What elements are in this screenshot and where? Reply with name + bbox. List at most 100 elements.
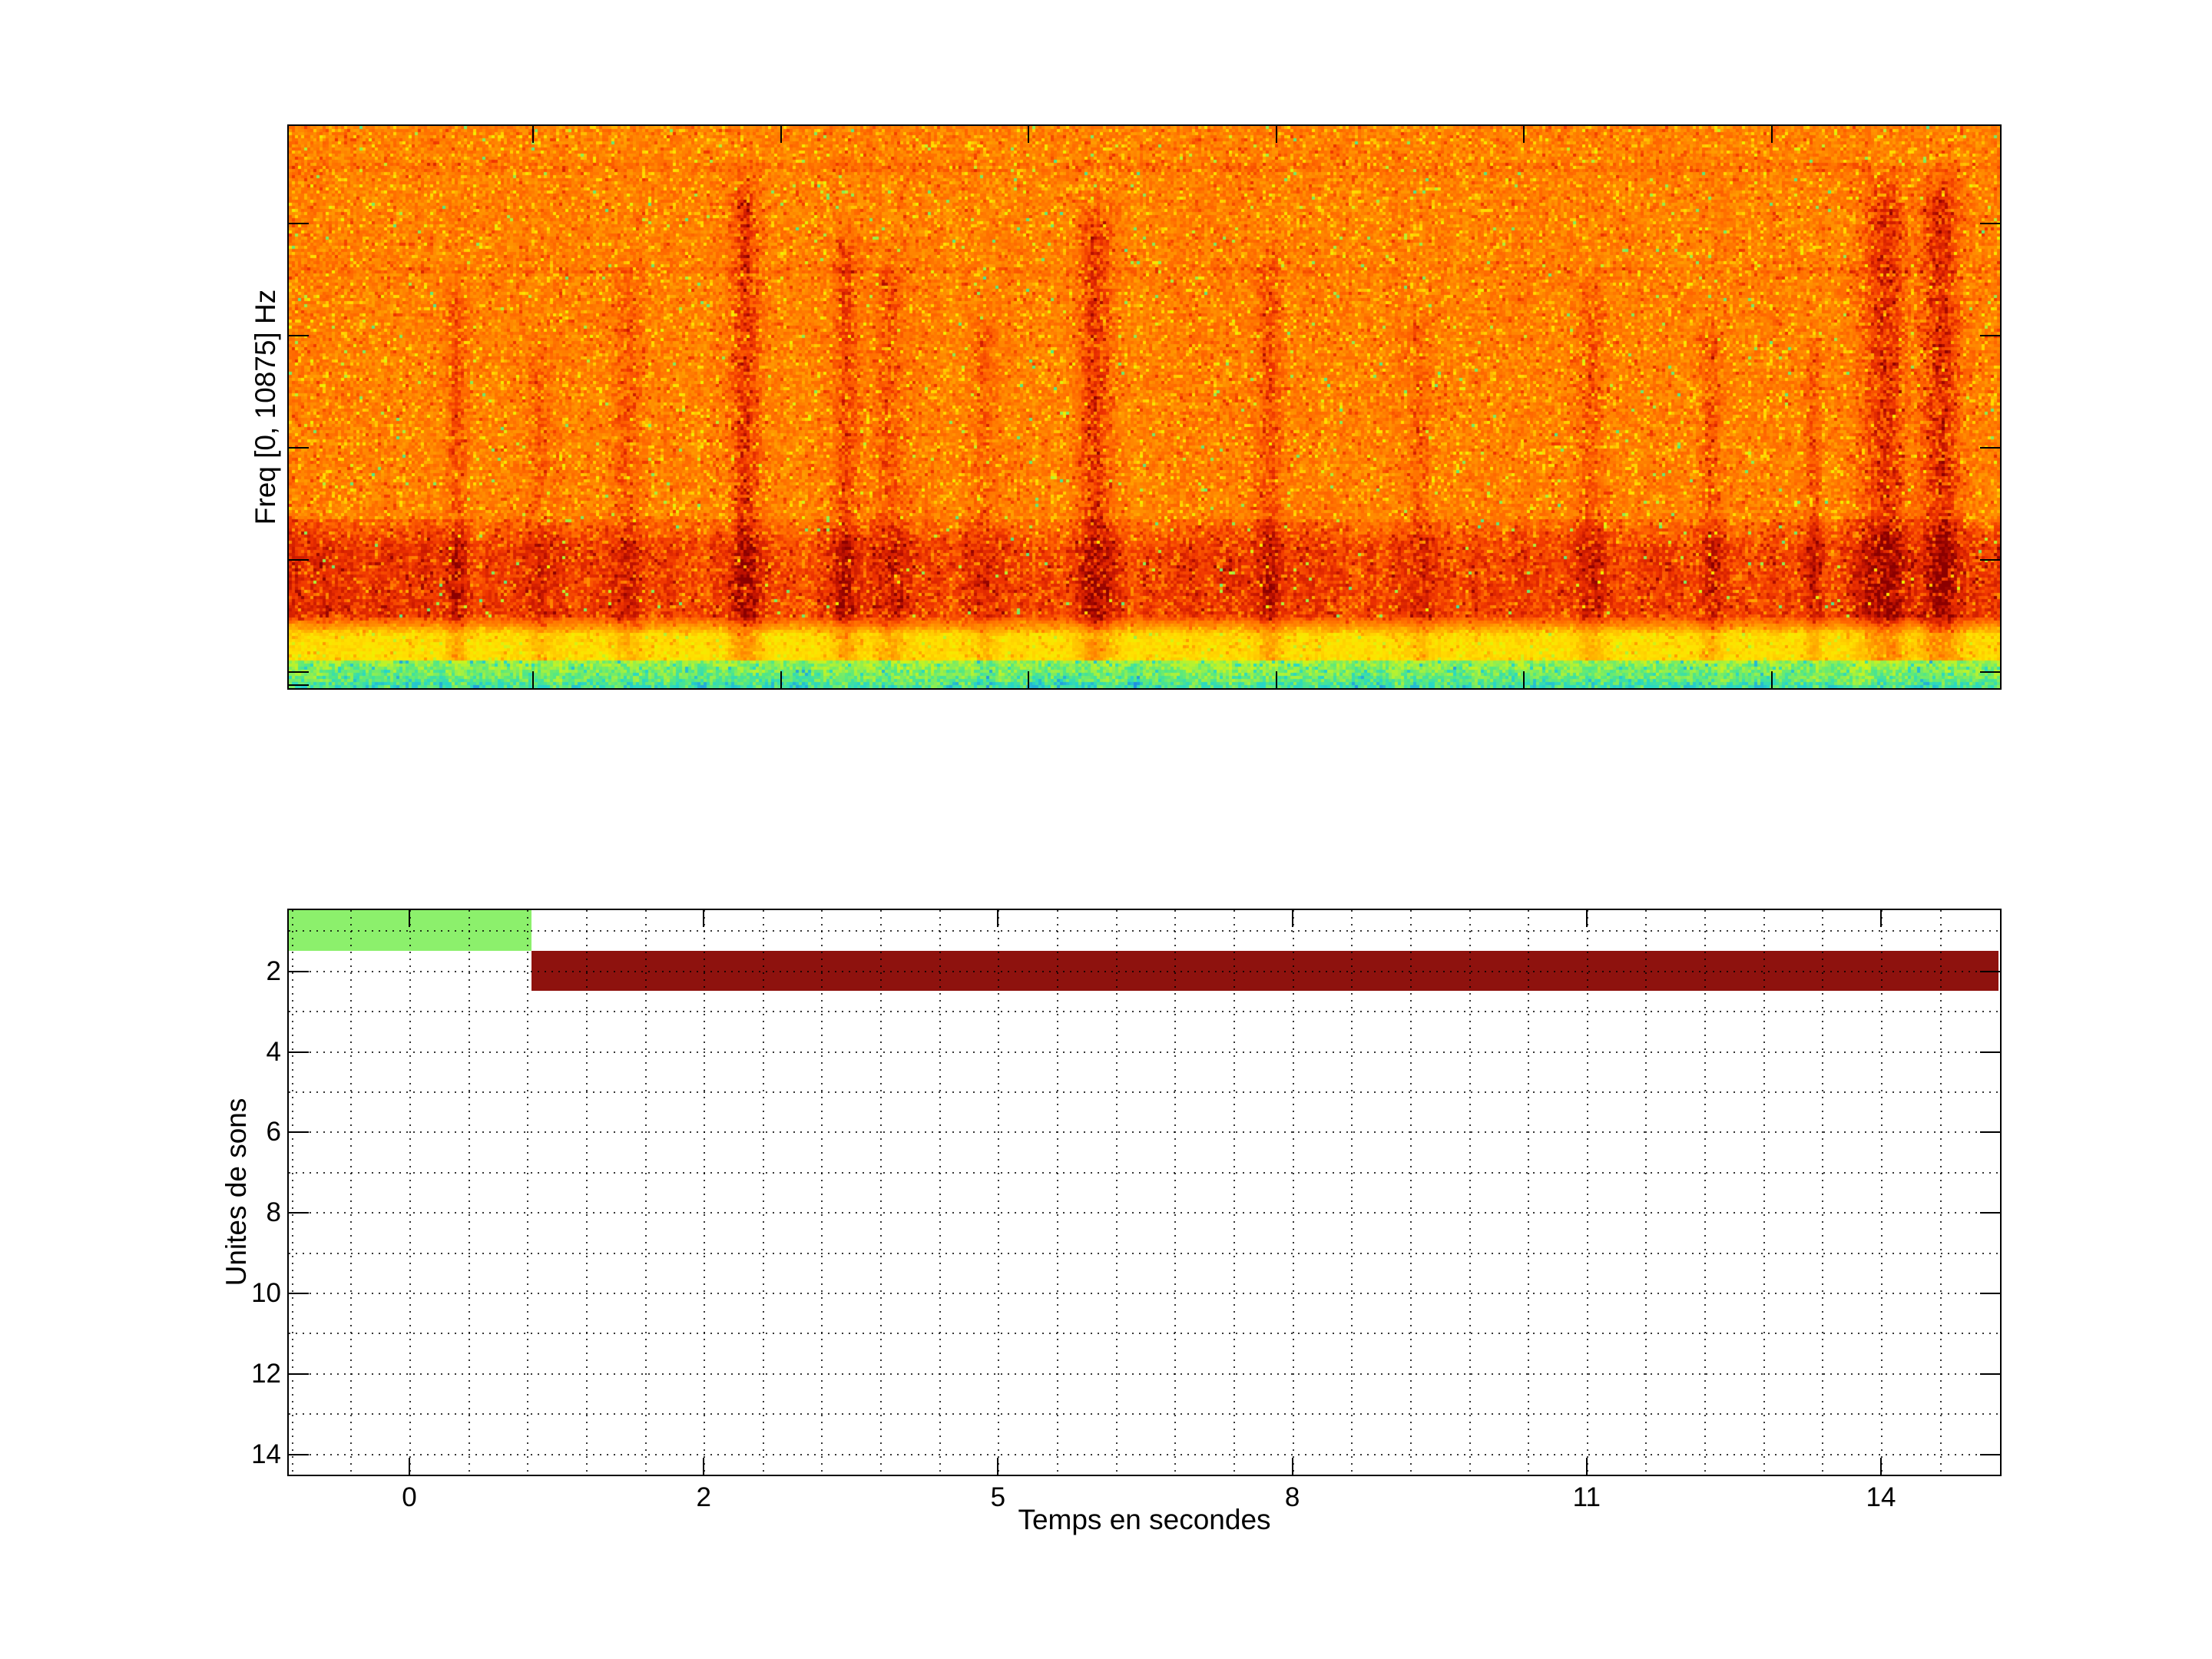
gridline-vertical	[1645, 910, 1647, 1475]
gridline-horizontal	[289, 1413, 2000, 1416]
y-tick-mark	[289, 1293, 309, 1294]
y-tick-label: 2	[266, 955, 281, 986]
y-tick-mark	[289, 1051, 309, 1053]
y-tick-label: 4	[266, 1036, 281, 1067]
gridline-horizontal	[289, 1293, 2000, 1294]
y-tick-mark	[1980, 1212, 2000, 1214]
x-tick-label: 0	[402, 1482, 417, 1512]
gridline-vertical	[1351, 910, 1353, 1475]
x-tick-mark	[409, 1458, 410, 1475]
spectrogram-image	[289, 126, 2000, 688]
gridline-vertical	[1409, 910, 1412, 1475]
gridline-vertical	[1939, 910, 1942, 1475]
time-tick-mark	[532, 671, 534, 688]
x-tick-mark	[1585, 1458, 1588, 1475]
gridline-vertical	[1292, 910, 1294, 1475]
gridline-horizontal	[289, 1373, 2000, 1375]
gridline-vertical	[1763, 910, 1765, 1475]
freq-tick-mark	[289, 335, 309, 336]
gridline-vertical	[939, 910, 941, 1475]
time-tick-mark	[1770, 126, 1773, 143]
time-tick-mark	[780, 126, 782, 143]
gridline-vertical	[1115, 910, 1118, 1475]
x-tick-mark	[409, 910, 410, 927]
y-tick-mark	[1980, 1453, 2000, 1455]
freq-tick-mark	[289, 684, 309, 686]
y-tick-mark	[1980, 1293, 2000, 1294]
time-tick-mark	[1028, 126, 1029, 143]
gridline-vertical	[291, 910, 293, 1475]
y-tick-label: 8	[266, 1197, 281, 1228]
y-tick-mark	[1980, 1373, 2000, 1375]
gridline-vertical	[1469, 910, 1471, 1475]
gridline-horizontal	[289, 970, 2000, 972]
x-tick-label: 11	[1572, 1482, 1601, 1512]
gridline-vertical	[704, 910, 706, 1475]
freq-tick-mark	[289, 447, 309, 449]
x-tick-mark	[703, 1458, 705, 1475]
freq-tick-mark	[289, 223, 309, 224]
y-tick-label: 12	[251, 1358, 281, 1389]
y-tick-mark	[1980, 970, 2000, 972]
time-tick-mark	[532, 126, 534, 143]
gridline-vertical	[1233, 910, 1235, 1475]
gridline-horizontal	[289, 1171, 2000, 1174]
gridline-horizontal	[289, 1252, 2000, 1254]
y-tick-mark	[289, 1453, 309, 1455]
y-tick-mark	[289, 970, 309, 972]
gridline-horizontal	[289, 1333, 2000, 1335]
y-tick-mark	[289, 1373, 309, 1375]
gridline-vertical	[762, 910, 764, 1475]
time-tick-mark	[1523, 126, 1525, 143]
gridline-vertical	[821, 910, 823, 1475]
freq-tick-mark	[1980, 671, 2000, 673]
gridline-vertical	[1586, 910, 1588, 1475]
x-tick-mark	[1585, 910, 1588, 927]
x-tick-mark	[997, 910, 999, 927]
gridline-vertical	[998, 910, 1000, 1475]
time-tick-mark	[1523, 671, 1525, 688]
gridline-horizontal	[289, 1051, 2000, 1053]
gridline-vertical	[585, 910, 588, 1475]
gridline-horizontal	[289, 1011, 2000, 1013]
time-tick-mark	[1770, 671, 1773, 688]
freq-tick-mark	[1980, 559, 2000, 561]
sound-units-plot	[287, 909, 2002, 1476]
y-tick-mark	[1980, 1051, 2000, 1053]
gridline-horizontal	[289, 930, 2000, 932]
y-tick-mark	[1980, 1131, 2000, 1134]
gridline-vertical	[880, 910, 882, 1475]
time-tick-mark	[1275, 671, 1277, 688]
y-tick-mark	[289, 1212, 309, 1214]
spectrogram-plot	[287, 124, 2002, 690]
gridline-vertical	[1880, 910, 1883, 1475]
time-tick-mark	[780, 671, 782, 688]
gridline-horizontal	[289, 1453, 2000, 1455]
spectrogram-ylabel: Freq [0, 10875] Hz	[250, 289, 281, 525]
x-tick-mark	[1291, 910, 1293, 927]
gridline-vertical	[1174, 910, 1177, 1475]
x-tick-label: 5	[990, 1482, 1006, 1512]
y-tick-label: 14	[251, 1439, 281, 1469]
gridline-vertical	[468, 910, 470, 1475]
time-tick-mark	[1028, 671, 1029, 688]
gridline-vertical	[1822, 910, 1824, 1475]
y-tick-mark	[289, 1131, 309, 1134]
gridline-vertical	[409, 910, 411, 1475]
freq-tick-mark	[1980, 335, 2000, 336]
gridline-horizontal	[289, 1091, 2000, 1093]
time-tick-mark	[1275, 126, 1277, 143]
freq-tick-mark	[289, 559, 309, 561]
gridline-vertical	[527, 910, 529, 1475]
gridline-vertical	[350, 910, 353, 1475]
gridline-vertical	[1704, 910, 1707, 1475]
x-tick-mark	[1880, 1458, 1882, 1475]
gridline-vertical	[1057, 910, 1059, 1475]
x-axis-label: Temps en secondes	[1018, 1504, 1271, 1535]
freq-tick-mark	[1980, 223, 2000, 224]
x-tick-label: 8	[1284, 1482, 1300, 1512]
x-tick-label: 2	[696, 1482, 711, 1512]
x-tick-label: 14	[1866, 1482, 1896, 1512]
gridline-horizontal	[289, 1212, 2000, 1214]
